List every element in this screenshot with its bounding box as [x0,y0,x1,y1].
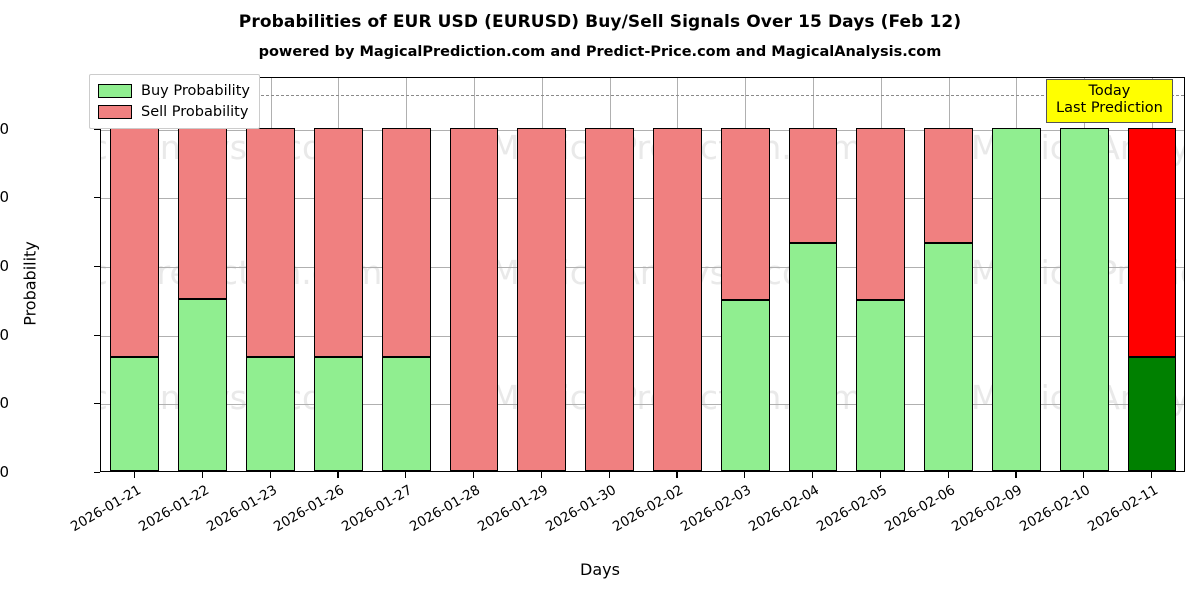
bar-group[interactable] [110,78,160,471]
bar-segment-buy[interactable] [246,356,295,471]
x-axis-tick-mark [676,472,678,478]
bar-segment-buy[interactable] [381,356,431,471]
bar-segment-sell[interactable] [517,127,567,471]
x-axis-tick-mark [879,472,882,478]
legend-swatch-buy [98,83,132,98]
today-annotation-line2: Last Prediction [1056,100,1163,117]
threshold-dashed-line [101,95,1184,97]
bar-group[interactable] [856,78,906,471]
legend-swatch-sell [98,104,132,119]
bar-segment-sell[interactable] [788,127,838,243]
bar-group-today[interactable] [1127,78,1177,471]
y-axis-tick-label: 0 [0,463,9,481]
bar-segment-sell[interactable] [652,127,702,471]
legend-label-sell: Sell Probability [141,103,249,120]
bar-group[interactable] [992,78,1041,471]
x-axis-tick-mark [608,472,610,478]
gridline-horizontal [101,198,1184,200]
bar-group[interactable] [313,78,363,471]
chart-legend: Buy Probability Sell Probability [89,74,260,129]
y-axis-tick-mark [94,197,100,199]
bar-segment-buy[interactable] [110,356,160,471]
y-axis-label: Probability [20,241,40,326]
y-axis-tick-label: 80 [0,188,9,207]
legend-item-sell: Sell Probability [98,101,250,122]
legend-item-buy: Buy Probability [98,80,250,101]
bar-segment-buy[interactable] [178,299,228,471]
chart-subtitle: powered by MagicalPrediction.com and Pre… [258,44,942,60]
bar-segment-sell[interactable] [585,127,634,471]
bar-segment-sell[interactable] [1127,127,1177,357]
x-axis-tick-mark [1151,472,1153,478]
y-axis-tick-label: 40 [0,325,9,344]
bar-segment-sell[interactable] [178,127,228,300]
bar-group[interactable] [517,78,567,471]
bar-segment-sell[interactable] [381,127,431,357]
bar-group[interactable] [924,78,974,471]
bar-series-container [101,78,1184,471]
y-axis-tick-mark [94,128,100,130]
x-axis-tick-mark [472,472,475,478]
x-axis-tick-mark [269,472,271,478]
bar-group[interactable] [178,78,228,471]
bar-segment-sell[interactable] [449,127,499,471]
chart-title: Probabilities of EUR USD (EURUSD) Buy/Se… [238,12,962,32]
bar-group[interactable] [246,78,295,471]
gridline-horizontal [101,129,1184,131]
y-axis-tick-label: 100 [0,119,9,138]
bar-group[interactable] [381,78,431,471]
x-axis-tick-mark [744,472,746,478]
bar-segment-buy[interactable] [856,300,906,471]
y-axis-tick-mark [94,403,100,405]
bar-segment-sell[interactable] [924,127,974,243]
bar-segment-sell[interactable] [246,127,295,357]
today-annotation-line1: Today [1088,83,1131,99]
bar-group[interactable] [652,78,702,471]
bar-segment-sell[interactable] [313,127,363,357]
y-axis-tick-mark [94,334,100,336]
bar-group[interactable] [1059,78,1109,471]
gridline-horizontal [101,266,1184,268]
today-annotation: Today Last Prediction [1046,79,1173,124]
bar-group[interactable] [585,78,634,471]
x-axis-tick-mark [405,472,407,478]
x-axis-tick-mark [337,472,339,478]
bar-group[interactable] [449,78,499,471]
x-axis-tick-mark [1083,472,1085,478]
bar-segment-buy[interactable] [720,300,770,471]
plot-area: MagicalAnalysis.comMagicalPrediction.com… [100,77,1185,472]
y-axis-tick-mark [94,265,100,268]
x-axis-label: Days [580,560,620,579]
bar-group[interactable] [788,78,838,471]
bar-segment-sell[interactable] [110,127,160,357]
y-axis-tick-label: 20 [0,394,9,413]
bar-segment-sell[interactable] [720,127,770,301]
x-axis-tick-mark [201,472,203,478]
bar-segment-buy[interactable] [1127,356,1177,471]
gridline-horizontal [101,404,1184,406]
bar-segment-buy[interactable] [992,127,1041,471]
bar-segment-sell[interactable] [856,127,906,301]
bar-segment-buy[interactable] [1059,127,1109,471]
x-axis-tick-mark [540,472,542,478]
x-axis-tick-mark [812,472,814,478]
x-axis-tick-mark [947,472,949,478]
x-axis-tick-mark [1015,472,1017,478]
bar-segment-buy[interactable] [313,356,363,471]
y-axis-tick-label: 60 [0,256,9,275]
gridline-horizontal [101,335,1184,337]
y-axis-tick-mark [94,472,100,474]
bar-group[interactable] [720,78,770,471]
x-axis-tick-mark [133,472,136,478]
bar-segment-buy[interactable] [924,242,974,471]
legend-label-buy: Buy Probability [141,82,250,99]
bar-segment-buy[interactable] [788,242,838,471]
